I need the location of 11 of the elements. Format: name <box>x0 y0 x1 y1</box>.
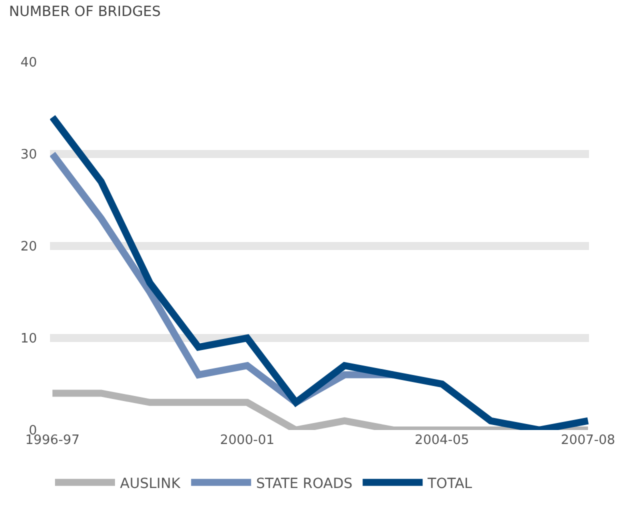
x-tick-label: 2000-01 <box>220 433 274 448</box>
y-axis-title: NUMBER OF BRIDGES <box>9 4 161 20</box>
x-tick-label: 2004-05 <box>414 433 470 448</box>
y-tick-label: 10 <box>20 332 37 347</box>
legend-label: STATE ROADS <box>256 476 353 492</box>
y-tick-label: 40 <box>20 56 37 71</box>
legend-label: TOTAL <box>426 476 472 492</box>
y-tick-label: 20 <box>20 240 37 255</box>
y-tick-label: 30 <box>20 148 37 163</box>
x-tick-label: 2007-08 <box>560 433 616 448</box>
legend-label: AUSLINK <box>120 476 182 492</box>
